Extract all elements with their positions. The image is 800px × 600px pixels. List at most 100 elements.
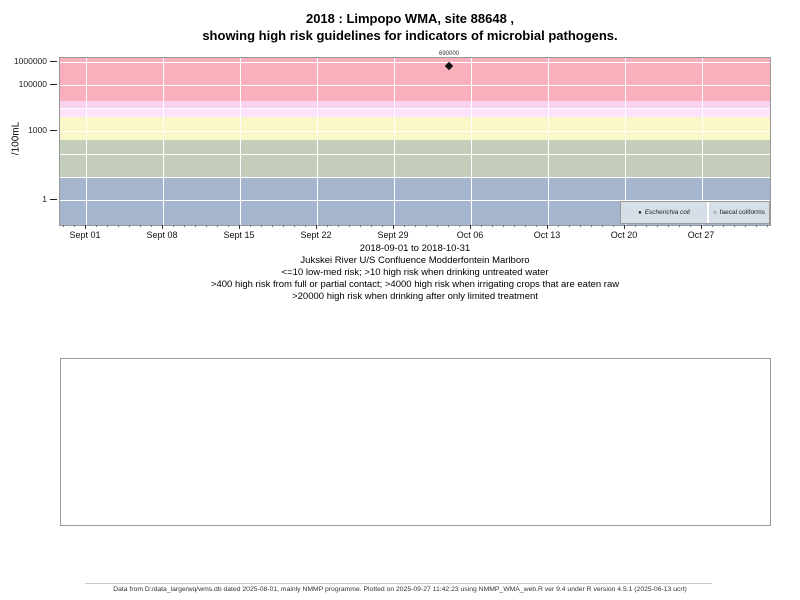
x-minor-tick (184, 225, 185, 227)
x-tick-label: Sept 01 (69, 230, 101, 240)
x-minor-tick (503, 225, 504, 227)
x-minor-tick (558, 225, 559, 227)
x-minor-tick (74, 225, 75, 227)
legend-item-label: Escherichia coli (644, 209, 690, 216)
x-minor-tick (690, 225, 691, 227)
x-major-tick (470, 225, 471, 229)
v-gridline (86, 58, 87, 225)
x-minor-tick (525, 225, 526, 227)
x-minor-tick (96, 225, 97, 227)
x-minor-tick (767, 225, 768, 227)
x-minor-tick (371, 225, 372, 227)
x-minor-tick (129, 225, 130, 227)
v-gridline (471, 58, 472, 225)
x-minor-tick (195, 225, 196, 227)
legend-item-label: faecal coliforms (719, 209, 765, 216)
x-minor-tick (580, 225, 581, 227)
x-minor-tick (415, 225, 416, 227)
v-gridline (702, 58, 703, 225)
x-major-tick (624, 225, 625, 229)
guideline-band (60, 101, 770, 108)
caption-date-range: 2018-09-01 to 2018-10-31 (359, 243, 471, 254)
x-major-tick (85, 225, 86, 229)
chart-title-line2: showing high risk guidelines for indicat… (202, 28, 618, 43)
y-tick-mark (50, 130, 57, 131)
x-minor-tick (635, 225, 636, 227)
plot-panel: ● Escherichia coli ○ faecal coliforms 69000… (59, 51, 771, 226)
data-point-label: 690000 (438, 50, 460, 57)
caption-site-name: Jukskei River U/S Confluence Modderfonte… (300, 255, 530, 266)
x-minor-tick (63, 225, 64, 227)
caption-guideline-1: <=10 low-med risk; >10 high risk when dr… (281, 267, 549, 278)
y-tick-label: 1000 (28, 125, 47, 135)
x-minor-tick (228, 225, 229, 227)
chart-legend: ● Escherichia coli ○ faecal coliforms (620, 201, 770, 224)
x-minor-tick (734, 225, 735, 227)
legend-item: ● Escherichia coli (621, 202, 707, 223)
x-minor-tick (481, 225, 482, 227)
y-tick-mark (50, 84, 57, 85)
x-minor-tick (536, 225, 537, 227)
chart-title-line1: 2018 : Limpopo WMA, site 88648 , (305, 11, 515, 26)
caption-guideline-3: >20000 high risk when drinking after onl… (292, 291, 538, 302)
h-gridline (60, 62, 770, 63)
h-gridline (60, 177, 770, 178)
x-minor-tick (250, 225, 251, 227)
h-gridline (60, 131, 770, 132)
v-gridline (625, 58, 626, 225)
v-gridline (240, 58, 241, 225)
x-minor-tick (459, 225, 460, 227)
x-tick-label: Oct 06 (456, 230, 484, 240)
x-minor-tick (492, 225, 493, 227)
x-minor-tick (173, 225, 174, 227)
h-gridline (60, 154, 770, 155)
x-minor-tick (349, 225, 350, 227)
x-minor-tick (679, 225, 680, 227)
open-circle-icon: ○ (713, 209, 717, 216)
h-gridline (60, 108, 770, 109)
x-major-tick (547, 225, 548, 229)
chart-title: 2018 : Limpopo WMA, site 88648 , showing… (25, 10, 795, 44)
x-minor-tick (261, 225, 262, 227)
x-minor-tick (107, 225, 108, 227)
filled-circle-icon: ● (638, 209, 642, 216)
h-gridline (60, 85, 770, 86)
x-minor-tick (140, 225, 141, 227)
x-tick-label: Oct 27 (687, 230, 715, 240)
x-minor-tick (448, 225, 449, 227)
y-tick-mark (50, 199, 57, 200)
x-minor-tick (294, 225, 295, 227)
v-gridline (163, 58, 164, 225)
footer-rule (85, 583, 712, 584)
x-minor-tick (723, 225, 724, 227)
x-minor-tick (272, 225, 273, 227)
x-minor-tick (712, 225, 713, 227)
x-tick-label: Sept 22 (300, 230, 332, 240)
x-minor-tick (360, 225, 361, 227)
x-tick-label: Oct 13 (533, 230, 561, 240)
x-minor-tick (646, 225, 647, 227)
x-minor-tick (426, 225, 427, 227)
chart-area: /100mL 1 1000 100000 1000000 ● Escherichia c… (11, 51, 771, 240)
x-minor-tick (591, 225, 592, 227)
x-minor-tick (437, 225, 438, 227)
x-minor-tick (404, 225, 405, 227)
guideline-band (60, 58, 770, 102)
caption-guideline-2: >400 high risk from full or partial cont… (210, 279, 620, 290)
x-minor-tick (569, 225, 570, 227)
x-minor-tick (217, 225, 218, 227)
x-major-tick (393, 225, 394, 229)
v-gridline (317, 58, 318, 225)
x-minor-tick (602, 225, 603, 227)
x-tick-label: Oct 20 (610, 230, 638, 240)
v-gridline (548, 58, 549, 225)
x-tick-label: Sept 08 (146, 230, 178, 240)
x-minor-tick (305, 225, 306, 227)
x-minor-tick (613, 225, 614, 227)
x-minor-tick (338, 225, 339, 227)
y-tick-mark (50, 61, 57, 62)
footer-note: Data from D:/data_large/wq/wms.db dated … (113, 586, 687, 593)
x-minor-tick (657, 225, 658, 227)
guideline-band (60, 108, 770, 118)
